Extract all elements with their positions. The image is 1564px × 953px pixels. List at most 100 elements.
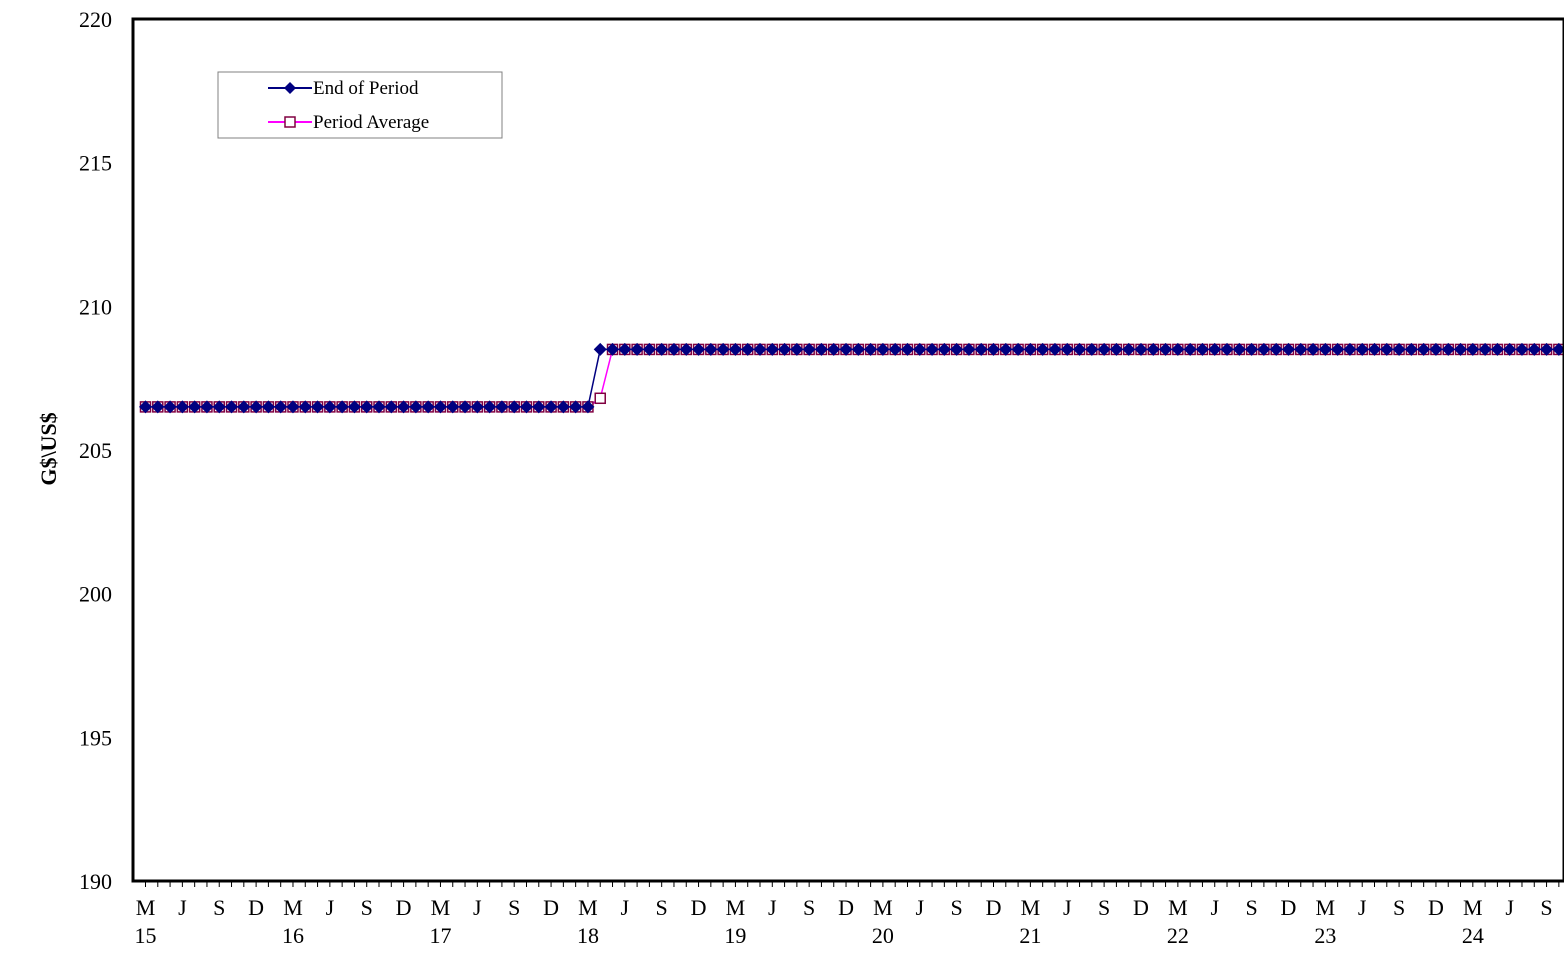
point-end-of-period: [1343, 342, 1357, 356]
point-end-of-period: [962, 342, 976, 356]
point-end-of-period: [212, 400, 226, 414]
x-tick-month-label: S: [951, 895, 963, 920]
point-end-of-period: [237, 400, 251, 414]
point-end-of-period: [618, 342, 632, 356]
series-line-end-of-period: [145, 348, 1564, 408]
point-end-of-period: [200, 400, 214, 414]
point-end-of-period: [1195, 342, 1209, 356]
point-end-of-period: [1036, 342, 1050, 356]
x-tick-month-label: M: [1168, 895, 1188, 920]
x-tick-year-label: 19: [724, 923, 746, 948]
point-end-of-period: [225, 400, 239, 414]
point-end-of-period: [569, 400, 583, 414]
legend-label-period-average: Period Average: [313, 112, 429, 133]
point-end-of-period: [409, 400, 423, 414]
point-end-of-period: [1060, 342, 1074, 356]
y-tick-label: 195: [79, 725, 112, 750]
x-tick-month-label: M: [578, 895, 598, 920]
point-end-of-period: [1540, 342, 1554, 356]
y-tick-label: 190: [79, 869, 112, 894]
point-end-of-period: [655, 342, 669, 356]
x-tick-month-label: J: [473, 895, 482, 920]
point-end-of-period: [495, 400, 509, 414]
x-tick-month-label: J: [326, 895, 335, 920]
x-tick-month-label: S: [508, 895, 520, 920]
point-end-of-period: [999, 342, 1013, 356]
point-end-of-period: [1478, 342, 1492, 356]
point-end-of-period: [1134, 342, 1148, 356]
x-axis-ticks: M J S D M J S D M J S D M J S D M J S D M J S D M J S D M J S D M J S D M J S1…: [135, 881, 1560, 948]
point-end-of-period: [1257, 342, 1271, 356]
x-tick-month-label: S: [213, 895, 225, 920]
point-end-of-period: [483, 400, 497, 414]
x-tick-month-label: S: [803, 895, 815, 920]
x-tick-month-label: M: [1021, 895, 1041, 920]
point-end-of-period: [925, 342, 939, 356]
x-tick-month-label: D: [248, 895, 264, 920]
point-end-of-period: [876, 342, 890, 356]
point-end-of-period: [1515, 342, 1529, 356]
point-end-of-period: [188, 400, 202, 414]
x-tick-month-label: M: [873, 895, 893, 920]
point-end-of-period: [311, 400, 325, 414]
x-tick-year-label: 20: [872, 923, 894, 948]
point-end-of-period: [1097, 342, 1111, 356]
point-end-of-period: [704, 342, 718, 356]
x-tick-month-label: S: [1098, 895, 1110, 920]
point-end-of-period: [347, 400, 361, 414]
point-end-of-period: [1220, 342, 1234, 356]
point-end-of-period: [1245, 342, 1259, 356]
x-tick-month-label: D: [838, 895, 854, 920]
series-layer: [139, 342, 1564, 414]
point-end-of-period: [900, 342, 914, 356]
point-end-of-period: [1232, 342, 1246, 356]
point-end-of-period: [1490, 342, 1504, 356]
point-end-of-period: [163, 400, 177, 414]
x-tick-month-label: J: [621, 895, 630, 920]
x-tick-month-label: D: [986, 895, 1002, 920]
point-end-of-period: [446, 400, 460, 414]
x-tick-month-label: J: [768, 895, 777, 920]
point-end-of-period: [532, 400, 546, 414]
point-end-of-period: [1404, 342, 1418, 356]
x-tick-month-label: M: [1463, 895, 1483, 920]
point-end-of-period: [1048, 342, 1062, 356]
x-tick-month-label: D: [1281, 895, 1297, 920]
point-end-of-period: [175, 400, 189, 414]
point-end-of-period: [433, 400, 447, 414]
point-end-of-period: [384, 400, 398, 414]
point-end-of-period: [728, 342, 742, 356]
x-tick-month-label: D: [691, 895, 707, 920]
point-end-of-period: [274, 400, 288, 414]
point-end-of-period: [913, 342, 927, 356]
point-end-of-period: [323, 400, 337, 414]
y-tick-label: 205: [79, 438, 112, 463]
x-tick-month-label: S: [656, 895, 668, 920]
point-end-of-period: [397, 400, 411, 414]
point-end-of-period: [1159, 342, 1173, 356]
point-end-of-period: [765, 342, 779, 356]
point-end-of-period: [1183, 342, 1197, 356]
point-end-of-period: [544, 400, 558, 414]
legend-diamond-marker: [284, 82, 296, 94]
point-end-of-period: [679, 342, 693, 356]
series-line-period-average: [145, 348, 1564, 408]
point-end-of-period: [1109, 342, 1123, 356]
x-tick-month-label: S: [1245, 895, 1257, 920]
point-end-of-period: [1331, 342, 1345, 356]
legend-entry-end-of-period: End of Period: [268, 78, 419, 99]
point-end-of-period: [741, 342, 755, 356]
x-tick-month-label: J: [1358, 895, 1367, 920]
plot-area-frame: [131, 17, 1564, 883]
point-end-of-period: [286, 400, 300, 414]
point-end-of-period: [987, 342, 1001, 356]
point-end-of-period: [1527, 342, 1541, 356]
point-end-of-period: [851, 342, 865, 356]
point-end-of-period: [1011, 342, 1025, 356]
y-axis-label: G$\US$: [36, 412, 61, 485]
y-axis-ticks: 190 195 200 205 210 215 220: [79, 7, 112, 894]
point-end-of-period: [1355, 342, 1369, 356]
point-end-of-period: [839, 342, 853, 356]
series-end-of-period: [139, 342, 1564, 414]
